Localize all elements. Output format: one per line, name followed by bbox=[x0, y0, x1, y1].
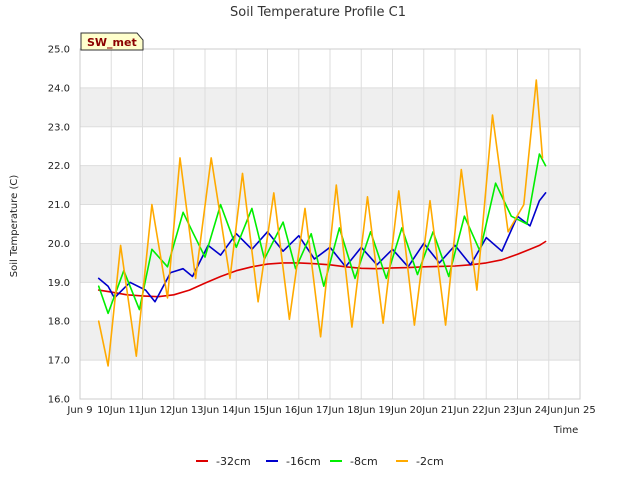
x-axis-title: Time bbox=[553, 425, 578, 436]
x-tick-label: 13Jun bbox=[191, 405, 219, 416]
x-tick-label: 21Jun bbox=[441, 405, 469, 416]
series-line-2cm bbox=[97, 79, 544, 367]
x-tick-label: 22Jun bbox=[472, 405, 500, 416]
station-badge-shape bbox=[80, 32, 144, 51]
legend-label: -8cm bbox=[350, 455, 378, 468]
legend-label: -32cm bbox=[216, 455, 251, 468]
legend-label: -2cm bbox=[416, 455, 444, 468]
y-tick-label: 16.0 bbox=[48, 395, 70, 406]
station-badge: SW_met bbox=[80, 32, 144, 51]
y-tick-label: 22.0 bbox=[48, 161, 70, 172]
plot-frame bbox=[79, 48, 581, 400]
x-tick-label: 15Jun bbox=[253, 405, 281, 416]
x-tick-label: Jun 9 bbox=[66, 405, 92, 416]
x-tick-label: 10Jun bbox=[97, 405, 125, 416]
x-axis-ticks: Jun 9 10Jun 11Jun 12Jun 13Jun 14Jun 15Jun 16Jun… bbox=[66, 405, 595, 416]
y-axis-title: Soil Temperature (C) bbox=[9, 175, 20, 278]
x-tick-label: 18Jun bbox=[347, 405, 375, 416]
x-tick-label: 20Jun bbox=[410, 405, 438, 416]
x-tick-label: 23Jun bbox=[503, 405, 531, 416]
series-line-8cm bbox=[97, 153, 547, 315]
y-tick-label: 24.0 bbox=[48, 83, 70, 94]
legend-label: -16cm bbox=[286, 455, 321, 468]
x-tick-label: 14Jun bbox=[222, 405, 250, 416]
legend: -32cm -16cm -8cm -2cm bbox=[196, 455, 444, 468]
y-tick-label: 23.0 bbox=[48, 122, 70, 133]
y-tick-label: 25.0 bbox=[48, 45, 70, 56]
x-tick-label: 11Jun bbox=[128, 405, 156, 416]
y-tick-label: 21.0 bbox=[48, 200, 70, 211]
x-tick-label: 17Jun bbox=[316, 405, 344, 416]
x-tick-label: Jun 25 bbox=[563, 405, 596, 416]
y-tick-label: 19.0 bbox=[48, 278, 70, 289]
y-tick-label: 20.0 bbox=[48, 239, 70, 250]
x-tick-label: 19Jun bbox=[378, 405, 406, 416]
series-lines bbox=[97, 79, 547, 367]
station-badge-label: SW_met bbox=[87, 36, 137, 49]
x-tick-label: 12Jun bbox=[160, 405, 188, 416]
y-tick-label: 18.0 bbox=[48, 317, 70, 328]
chart-title: Soil Temperature Profile C1 bbox=[230, 5, 406, 20]
x-tick-label: 24Jun bbox=[535, 405, 563, 416]
x-tick-label: 16Jun bbox=[285, 405, 313, 416]
y-axis-ticks: 16.0 17.0 18.0 19.0 20.0 21.0 22.0 23.0 24.0 25.0 bbox=[48, 45, 70, 406]
y-tick-label: 17.0 bbox=[48, 356, 70, 367]
